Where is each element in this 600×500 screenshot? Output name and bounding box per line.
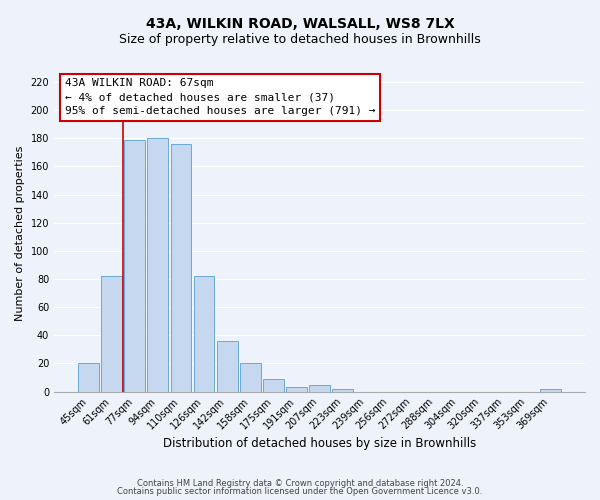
Bar [263, 379, 284, 392]
Bar [240, 364, 260, 392]
Bar [540, 389, 561, 392]
Bar [78, 364, 99, 392]
Bar [217, 341, 238, 392]
Bar [309, 384, 330, 392]
Text: Contains HM Land Registry data © Crown copyright and database right 2024.: Contains HM Land Registry data © Crown c… [137, 478, 463, 488]
Text: 43A WILKIN ROAD: 67sqm
← 4% of detached houses are smaller (37)
95% of semi-deta: 43A WILKIN ROAD: 67sqm ← 4% of detached … [65, 78, 375, 116]
Text: 43A, WILKIN ROAD, WALSALL, WS8 7LX: 43A, WILKIN ROAD, WALSALL, WS8 7LX [146, 18, 454, 32]
Text: Contains public sector information licensed under the Open Government Licence v3: Contains public sector information licen… [118, 487, 482, 496]
Bar [194, 276, 214, 392]
Bar [148, 138, 168, 392]
Bar [286, 388, 307, 392]
Y-axis label: Number of detached properties: Number of detached properties [15, 146, 25, 321]
Bar [170, 144, 191, 392]
Bar [124, 140, 145, 392]
Bar [101, 276, 122, 392]
Bar [332, 389, 353, 392]
Text: Size of property relative to detached houses in Brownhills: Size of property relative to detached ho… [119, 32, 481, 46]
X-axis label: Distribution of detached houses by size in Brownhills: Distribution of detached houses by size … [163, 437, 476, 450]
